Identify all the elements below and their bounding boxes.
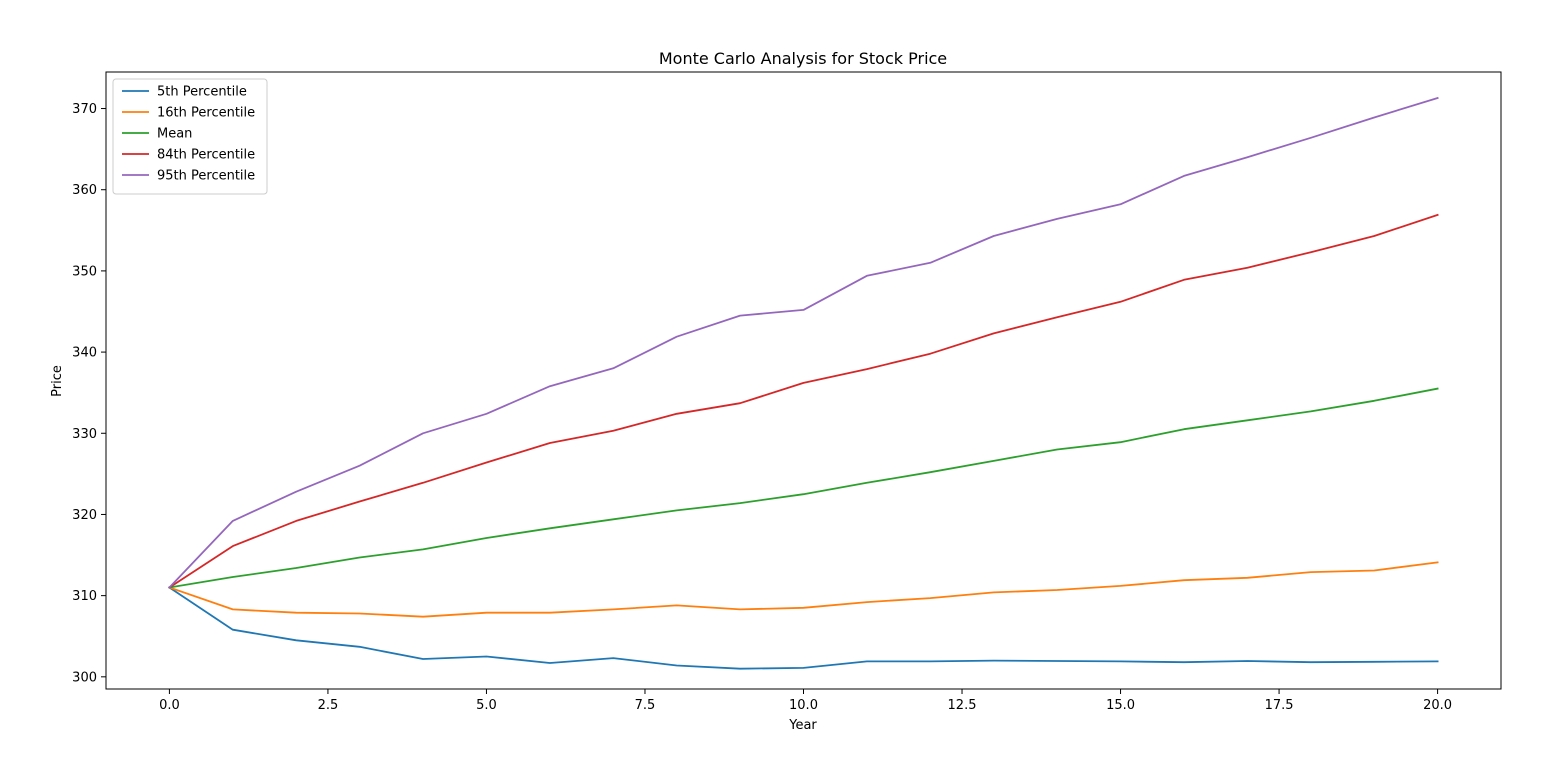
legend-label: Mean	[157, 127, 192, 142]
y-tick-label: 340	[72, 346, 97, 361]
legend-item-16th-percentile: 16th Percentile	[122, 106, 255, 121]
legend-box	[112, 78, 268, 195]
legend-label: 5th Percentile	[157, 85, 247, 100]
x-tick-label: 7.5	[635, 698, 656, 713]
legend-item-mean: Mean	[122, 127, 192, 142]
legend-label: 16th Percentile	[157, 106, 255, 121]
y-tick-label: 310	[72, 589, 97, 604]
plot-frame	[105, 71, 1502, 690]
x-tick-label: 10.0	[789, 698, 818, 713]
y-tick-label: 330	[72, 427, 97, 442]
series-line-84th-percentile	[168, 213, 1439, 589]
y-axis: 300 310 320 330 340 350 360 370	[72, 102, 106, 685]
y-tick-label: 370	[72, 102, 97, 117]
x-tick-label: 5.0	[476, 698, 497, 713]
x-tick-label: 12.5	[948, 698, 977, 713]
x-tick-label: 20.0	[1423, 698, 1452, 713]
y-tick-label: 350	[72, 264, 97, 279]
series-line-5th-percentile	[168, 586, 1439, 670]
x-tick-label: 0.0	[159, 698, 180, 713]
chart-title: Monte Carlo Analysis for Stock Price	[659, 49, 947, 68]
legend-item-95th-percentile: 95th Percentile	[122, 169, 255, 184]
y-axis-label: Price	[50, 365, 65, 397]
y-tick-label: 320	[72, 508, 97, 523]
x-axis: 0.0 2.5 5.0 7.5 10.0 12.5 15.0 17.5 20.0	[159, 689, 1452, 713]
x-tick-label: 15.0	[1106, 698, 1135, 713]
legend-label: 95th Percentile	[157, 169, 255, 184]
legend-item-84th-percentile: 84th Percentile	[122, 148, 255, 163]
x-tick-label: 17.5	[1265, 698, 1294, 713]
y-tick-label: 300	[72, 670, 97, 685]
series-line-95th-percentile	[168, 96, 1439, 589]
series-lines	[168, 96, 1439, 670]
plot-area	[105, 71, 1502, 690]
series-line-16th-percentile	[168, 561, 1439, 618]
legend-label: 84th Percentile	[157, 148, 255, 163]
legend-item-5th-percentile: 5th Percentile	[122, 85, 247, 100]
x-axis-label: Year	[788, 718, 817, 733]
x-tick-label: 2.5	[318, 698, 339, 713]
y-tick-label: 360	[72, 183, 97, 198]
series-line-mean	[168, 387, 1439, 589]
legend: 5th Percentile 16th Percentile Mean 84th Pe…	[112, 78, 268, 195]
